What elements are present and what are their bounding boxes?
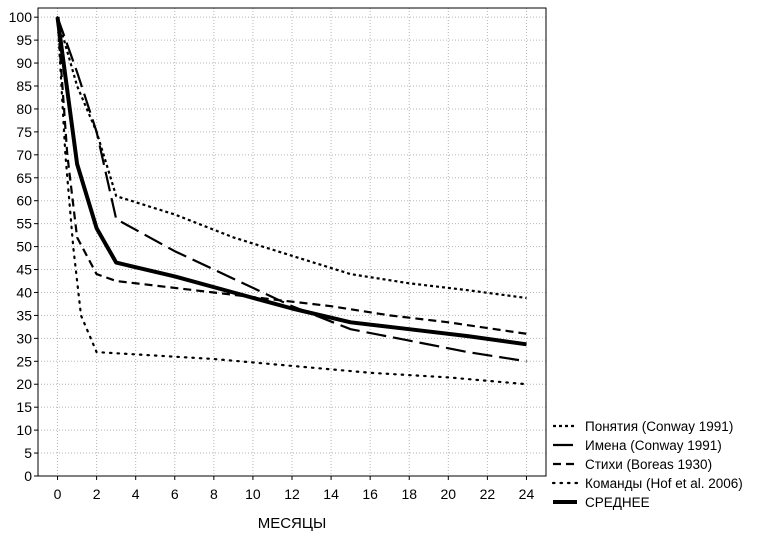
x-tick-label: 0: [54, 486, 62, 502]
y-tick-label: 0: [24, 468, 32, 484]
x-tick-label: 18: [401, 486, 417, 502]
legend-label: Понятия (Conway 1991): [585, 419, 733, 434]
y-tick-label: 50: [16, 239, 32, 255]
x-tick-label: 14: [323, 486, 339, 502]
x-tick-label: 2: [93, 486, 101, 502]
legend-label: Стихи (Boreas 1930): [585, 457, 712, 472]
x-tick-label: 8: [210, 486, 218, 502]
x-tick-label: 24: [519, 486, 535, 502]
x-tick-label: 6: [171, 486, 179, 502]
y-tick-label: 5: [24, 445, 32, 461]
y-tick-label: 100: [9, 9, 33, 25]
x-axis-title: МЕСЯЦЫ: [258, 515, 327, 532]
y-tick-label: 45: [16, 262, 32, 278]
y-tick-label: 30: [16, 330, 32, 346]
y-tick-label: 70: [16, 147, 32, 163]
y-tick-label: 75: [16, 124, 32, 140]
y-tick-label: 35: [16, 307, 32, 323]
y-tick-label: 25: [16, 353, 32, 369]
x-tick-label: 12: [284, 486, 300, 502]
x-tick-label: 22: [480, 486, 496, 502]
series-line-4: [56, 16, 528, 386]
y-tick-label: 20: [16, 376, 32, 392]
x-tick-label: 4: [132, 486, 140, 502]
y-tick-label: 65: [16, 170, 32, 186]
y-tick-label: 90: [16, 55, 32, 71]
x-tick-label: 20: [441, 486, 457, 502]
y-tick-label: 55: [16, 216, 32, 232]
series-line-5: [55, 16, 527, 347]
series-line-2: [56, 16, 527, 363]
x-tick-label: 16: [362, 486, 378, 502]
y-tick-label: 10: [16, 422, 32, 438]
y-tick-label: 60: [16, 193, 32, 209]
series-line-3: [56, 17, 527, 335]
legend-label: Имена (Conway 1991): [585, 438, 722, 453]
x-tick-label: 10: [245, 486, 261, 502]
series-line-1: [56, 16, 527, 300]
y-tick-label: 80: [16, 101, 32, 117]
y-tick-label: 95: [16, 32, 32, 48]
legend-label: Команды (Hof et al. 2006): [585, 476, 743, 491]
legend-label: СРЕДНЕЕ: [585, 495, 650, 510]
y-tick-label: 85: [16, 78, 32, 94]
y-tick-label: 40: [16, 284, 32, 300]
y-tick-label: 15: [16, 399, 32, 415]
